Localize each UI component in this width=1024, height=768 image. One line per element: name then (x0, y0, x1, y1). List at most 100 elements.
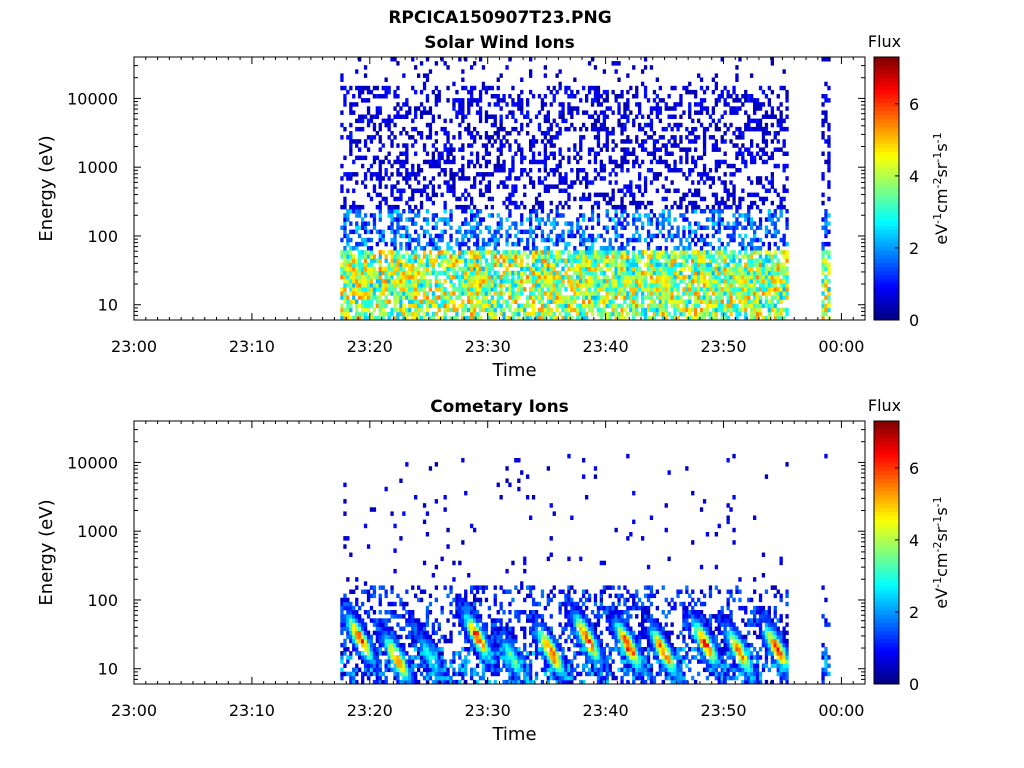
flux-cell (520, 237, 524, 243)
flux-cell (555, 241, 559, 247)
flux-cell (434, 278, 438, 284)
flux-cell (585, 98, 589, 103)
flux-cell (487, 278, 491, 284)
flux-cell (558, 291, 562, 296)
flux-cell (369, 254, 374, 259)
flux-cell (567, 110, 571, 115)
flux-cell (355, 307, 359, 313)
flux-cell (343, 246, 347, 251)
flux-cell (422, 254, 427, 259)
flux-cell (673, 270, 677, 276)
flux-cell (346, 605, 350, 611)
flux-cell (464, 229, 468, 235)
flux-cell (602, 262, 606, 267)
flux-cell (649, 159, 654, 165)
flux-cell (649, 266, 654, 272)
flux-cell (546, 217, 550, 222)
flux-cell (629, 110, 633, 115)
flux-cell (502, 168, 506, 173)
flux-cell (602, 237, 606, 243)
flux-cell (753, 291, 757, 296)
flux-cell (702, 254, 707, 259)
flux-cell (508, 196, 512, 202)
flux-cell (405, 168, 409, 173)
flux-cell (549, 209, 553, 214)
flux-cell (741, 266, 745, 272)
flux-cell (490, 233, 494, 239)
flux-cell (529, 213, 533, 218)
flux-cell (393, 295, 397, 300)
flux-cell (702, 283, 707, 288)
flux-cell (735, 217, 739, 222)
flux-cell (378, 270, 382, 276)
flux-cell (608, 278, 612, 284)
flux-cell (343, 593, 347, 599)
flux-cell (827, 85, 831, 91)
flux-cell (667, 163, 671, 169)
flux-cell (422, 217, 427, 222)
flux-cell (363, 283, 368, 288)
flux-cell (779, 196, 783, 202)
flux-cell (697, 266, 701, 272)
flux-cell (658, 287, 662, 292)
flux-cell (573, 254, 577, 259)
flux-cell (511, 85, 515, 91)
flux-cell (473, 278, 477, 284)
flux-cell (582, 233, 586, 239)
flux-cell (537, 168, 542, 173)
flux-cell (827, 291, 831, 296)
flux-cell (384, 85, 388, 91)
flux-cell (821, 217, 825, 222)
flux-cell (711, 192, 715, 198)
flux-cell (717, 295, 721, 300)
flux-cell (529, 229, 533, 235)
flux-cell (449, 315, 453, 321)
flux-cell (455, 172, 459, 177)
flux-cell (405, 176, 409, 181)
flux-cell (402, 143, 406, 148)
flux-cell (711, 118, 715, 124)
flux-cell (458, 57, 462, 62)
flux-cell (475, 98, 480, 103)
flux-cell (529, 118, 533, 124)
flux-cell (824, 303, 828, 309)
flux-cell (717, 266, 721, 272)
flux-cell (729, 192, 733, 198)
flux-cell (523, 270, 527, 276)
flux-cell (363, 287, 368, 292)
flux-cell (764, 188, 769, 193)
flux-cell (744, 94, 748, 99)
flux-cell (576, 283, 580, 288)
flux-cell (753, 192, 757, 198)
flux-cell (741, 102, 745, 107)
flux-cell (425, 241, 430, 247)
flux-cell (419, 262, 424, 267)
flux-cell (464, 241, 468, 247)
flux-cell (529, 176, 533, 181)
flux-cell (717, 204, 721, 210)
flux-cell (732, 196, 736, 202)
flux-cell (467, 122, 471, 128)
flux-cell (605, 262, 609, 267)
flux-cell (821, 176, 825, 181)
flux-cell (363, 270, 368, 276)
flux-cell (464, 315, 468, 321)
flux-cell (508, 172, 512, 177)
flux-cell (735, 262, 739, 267)
flux-cell (611, 188, 615, 193)
flux-cell (561, 204, 565, 210)
flux-cell (561, 213, 565, 218)
flux-cell (732, 110, 736, 115)
flux-cell (487, 262, 491, 267)
flux-cell (540, 106, 545, 111)
flux-cell (741, 295, 745, 300)
flux-cell (431, 163, 435, 169)
flux-cell (567, 266, 571, 272)
flux-cell (720, 114, 724, 119)
flux-cell (470, 135, 474, 140)
flux-cell (741, 151, 745, 156)
flux-cell (776, 274, 780, 280)
flux-cell (638, 254, 642, 259)
flux-cell (443, 172, 447, 177)
flux-cell (652, 311, 657, 317)
